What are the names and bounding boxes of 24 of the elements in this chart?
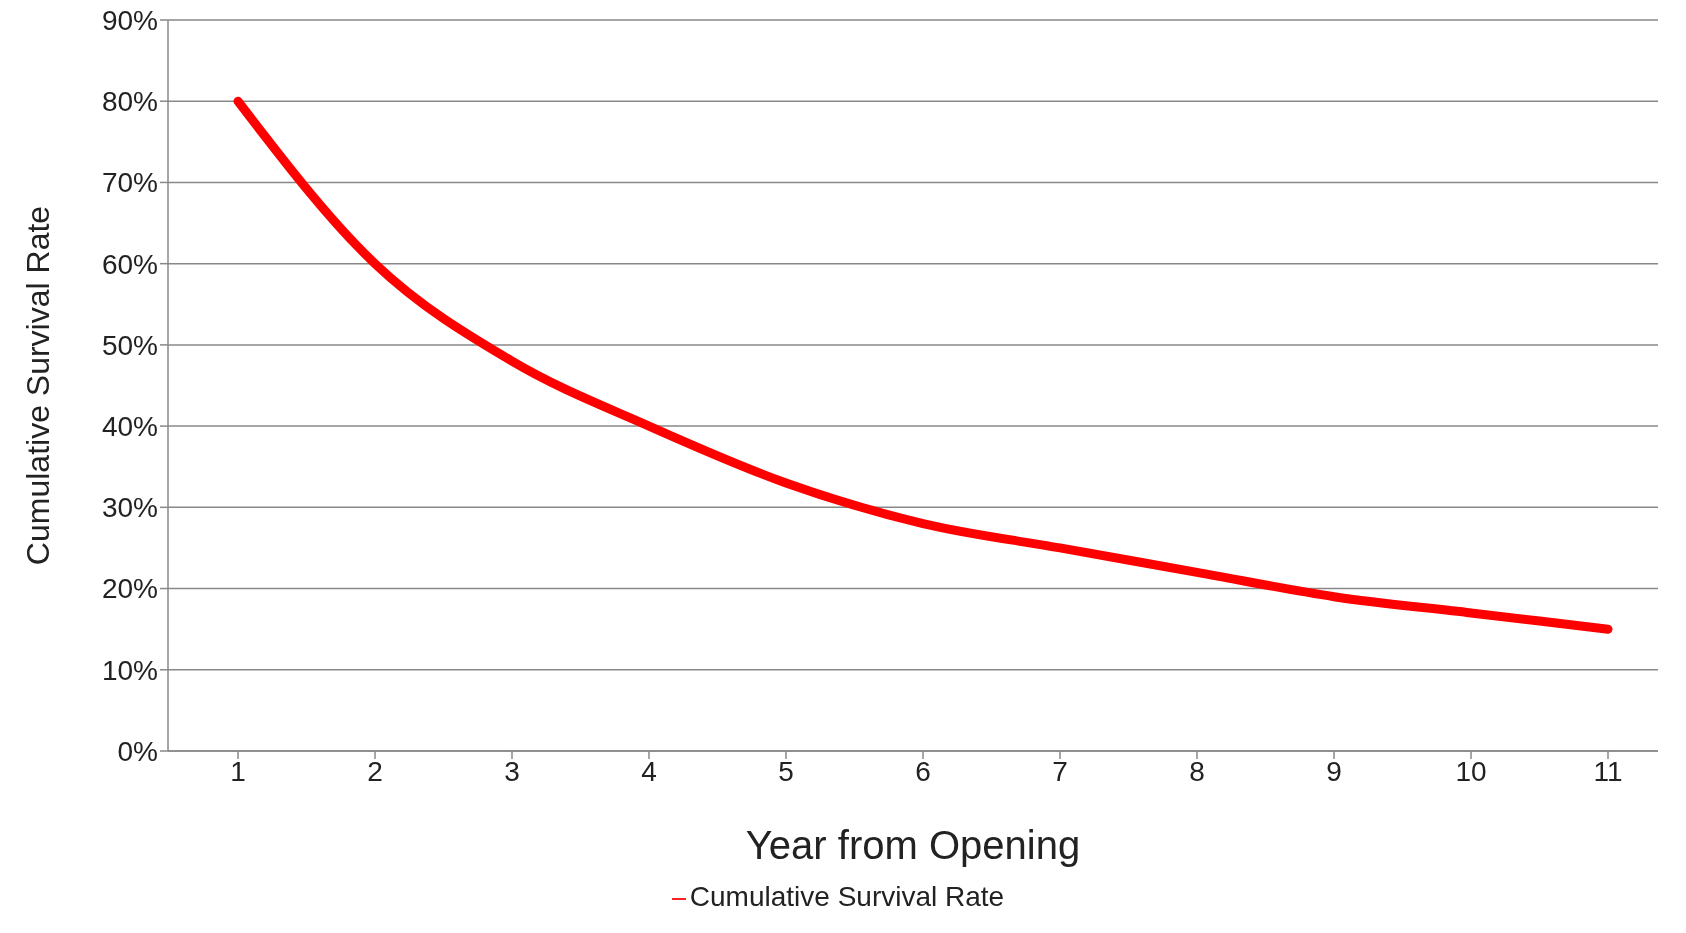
x-tick-label: 11: [1593, 755, 1623, 787]
x-tick-label: 7: [1052, 755, 1068, 787]
x-tick-label: 10: [1455, 755, 1487, 787]
x-axis-title: Year from Opening: [745, 823, 1081, 868]
x-tick-label: 8: [1189, 755, 1205, 787]
y-tick-label: 20%: [101, 573, 158, 605]
y-tick-label: 50%: [101, 329, 158, 361]
y-tick-label: 30%: [101, 492, 158, 524]
y-tick-label: 10%: [101, 654, 158, 686]
y-tick-label: 70%: [101, 167, 158, 199]
y-axis-title: Cumulative Survival Rate: [20, 205, 57, 566]
y-tick-label: 40%: [101, 411, 158, 443]
x-tick-label: 2: [367, 755, 383, 787]
x-tick-label: 9: [1326, 755, 1342, 787]
x-tick-label: 4: [641, 755, 657, 787]
y-tick-label: 90%: [101, 4, 158, 36]
legend-label: Cumulative Survival Rate: [689, 881, 1005, 912]
x-tick-label: 3: [504, 755, 520, 787]
y-tick-label: 0%: [117, 735, 158, 767]
x-tick-label: 6: [915, 755, 931, 787]
y-tick-label: 80%: [101, 86, 158, 118]
y-tick-label: 60%: [101, 248, 158, 280]
x-tick-label: 1: [230, 755, 246, 787]
x-tick-label: 5: [778, 755, 794, 787]
